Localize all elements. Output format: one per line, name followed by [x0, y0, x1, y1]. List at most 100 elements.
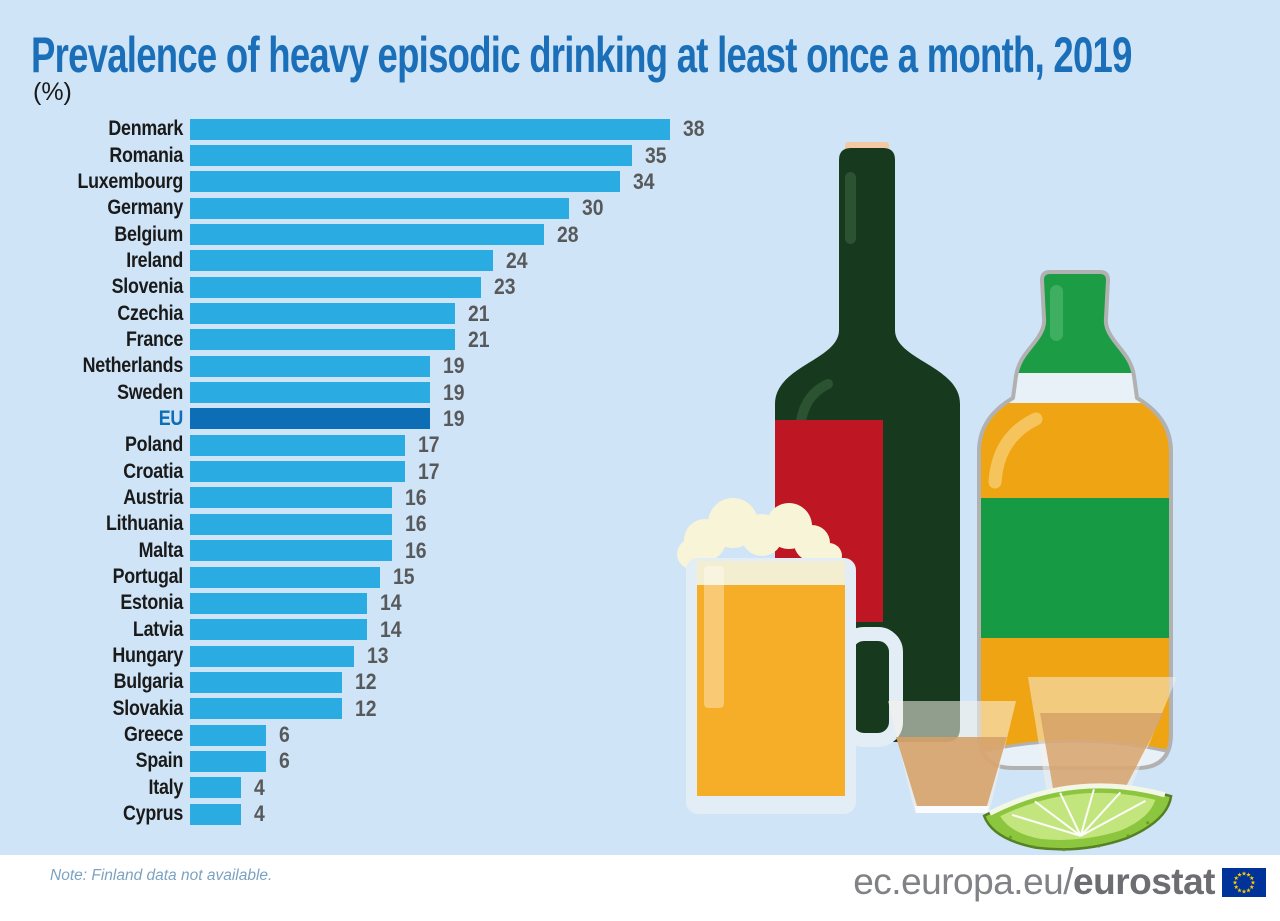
country-label: Netherlands	[82, 354, 184, 378]
country-label: Portugal	[112, 565, 184, 589]
country-label: Latvia	[132, 617, 183, 641]
unit-label: (%)	[33, 78, 72, 106]
value-label: 24	[506, 247, 528, 273]
chart-row: Portugal 15	[0, 564, 760, 590]
bar	[190, 408, 430, 430]
page-title: Prevalence of heavy episodic drinking at…	[31, 27, 1132, 83]
bar	[190, 698, 342, 720]
bar	[190, 329, 456, 351]
bar	[190, 434, 405, 456]
chart-row: Bulgaria 12	[0, 669, 760, 695]
country-label: Greece	[123, 723, 183, 747]
value-label: 28	[556, 221, 579, 247]
value-label: 15	[392, 564, 415, 590]
eu-flag-icon	[1222, 867, 1266, 897]
bar	[190, 777, 241, 799]
shot-glass-icon	[888, 701, 1016, 813]
value-label: 16	[405, 484, 427, 510]
chart-row: Sweden 19	[0, 379, 760, 405]
value-label: 38	[683, 116, 705, 142]
bar	[190, 145, 633, 167]
chart-row: Italy 4	[0, 775, 760, 801]
footnote: Note: Finland data not available.	[50, 867, 273, 884]
lime-wedge-icon	[982, 783, 1173, 852]
country-label: Romania	[109, 143, 183, 167]
value-label: 14	[379, 590, 402, 616]
value-label: 19	[443, 379, 465, 405]
bar	[190, 803, 241, 825]
country-label: Luxembourg	[77, 169, 183, 193]
chart-row: Austria 16	[0, 485, 760, 511]
bar	[190, 303, 456, 325]
bar-chart: Denmark 38 Romania 35 Luxembourg 34 Germ…	[0, 116, 760, 827]
chart-row: Lithuania 16	[0, 511, 760, 537]
value-label: 23	[493, 274, 516, 300]
country-label: Bulgaria	[113, 670, 184, 694]
chart-row: Estonia 14	[0, 590, 760, 616]
bar	[190, 619, 367, 641]
site-prefix: ec.europa.eu/	[853, 861, 1074, 902]
bar	[190, 566, 380, 588]
chart-row: Luxembourg 34	[0, 169, 760, 195]
country-label: Sweden	[117, 380, 183, 404]
country-label: Spain	[135, 749, 184, 773]
country-label: Ireland	[126, 248, 183, 272]
country-label: Hungary	[112, 644, 183, 668]
chart-row: Hungary 13	[0, 643, 760, 669]
drinks-illustration	[677, 142, 1177, 852]
value-label: 21	[468, 326, 490, 352]
chart-row: Czechia 21	[0, 300, 760, 326]
chart-row: Slovenia 23	[0, 274, 760, 300]
bar	[190, 171, 620, 193]
country-label: Belgium	[114, 222, 183, 246]
value-label: 12	[354, 669, 377, 695]
country-label: France	[125, 327, 183, 351]
bar	[190, 355, 430, 377]
value-label: 6	[278, 722, 290, 748]
value-label: 30	[581, 195, 604, 221]
value-label: 17	[417, 432, 440, 458]
bar	[190, 671, 342, 693]
bar	[190, 724, 266, 746]
bar	[190, 224, 544, 246]
country-label: Slovenia	[111, 275, 184, 299]
country-label: Denmark	[108, 117, 183, 141]
chart-row: Poland 17	[0, 432, 760, 458]
bar	[190, 540, 393, 562]
bar	[190, 276, 481, 298]
bar	[190, 197, 569, 219]
chart-row: Romania 35	[0, 142, 760, 168]
eurostat-logo: ec.europa.eu/ eurostat	[853, 861, 1266, 903]
chart-row: Malta 16	[0, 538, 760, 564]
country-label: EU	[158, 406, 184, 430]
chart-row: Latvia 14	[0, 617, 760, 643]
value-label: 16	[405, 537, 427, 563]
bar	[190, 250, 494, 272]
country-label: Czechia	[117, 301, 183, 325]
chart-row: Croatia 17	[0, 458, 760, 484]
value-label: 35	[645, 142, 667, 168]
country-label: Estonia	[120, 591, 183, 615]
country-label: Austria	[123, 485, 183, 509]
beer-mug-icon	[677, 498, 903, 814]
value-label: 17	[417, 458, 440, 484]
bar	[190, 513, 393, 535]
chart-row: Slovakia 12	[0, 696, 760, 722]
bar	[190, 592, 367, 614]
country-label: Croatia	[123, 459, 183, 483]
chart-row: Cyprus 4	[0, 801, 760, 827]
site-name: eurostat	[1073, 861, 1215, 902]
country-label: Poland	[125, 433, 183, 457]
bar	[190, 645, 355, 667]
country-label: Cyprus	[123, 802, 183, 826]
chart-row: France 21	[0, 327, 760, 353]
value-label: 19	[443, 405, 465, 431]
chart-row: Spain 6	[0, 748, 760, 774]
country-label: Malta	[138, 538, 184, 562]
country-label: Lithuania	[105, 512, 183, 536]
value-label: 4	[253, 774, 265, 800]
footer: Note: Finland data not available. ec.eur…	[0, 855, 1280, 921]
value-label: 13	[367, 643, 389, 669]
country-label: Slovakia	[112, 696, 184, 720]
